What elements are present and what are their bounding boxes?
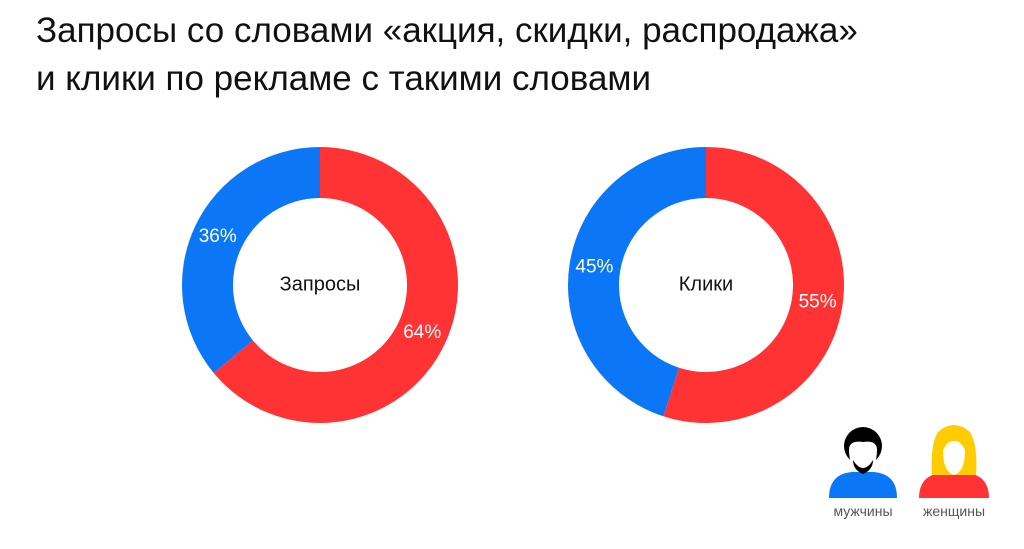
value-label: 64% — [403, 322, 441, 343]
legend-label: женщины — [923, 503, 985, 519]
donut-segment — [213, 147, 458, 424]
donut-segment — [567, 147, 706, 417]
legend-icon-male — [829, 427, 897, 498]
title-line: и клики по рекламе с такими словами — [36, 59, 651, 98]
legend-icon-female — [919, 425, 989, 498]
legend-label: мужчины — [833, 503, 892, 519]
center-label: Клики — [679, 273, 733, 295]
donut-segment — [182, 147, 320, 373]
center-label: Запросы — [280, 273, 361, 295]
value-label: 45% — [575, 256, 613, 277]
title-line: Запросы со словами «акция, скидки, распр… — [36, 11, 858, 50]
value-label: 36% — [199, 226, 237, 247]
donut-segment — [663, 147, 844, 423]
value-label: 55% — [799, 292, 837, 313]
